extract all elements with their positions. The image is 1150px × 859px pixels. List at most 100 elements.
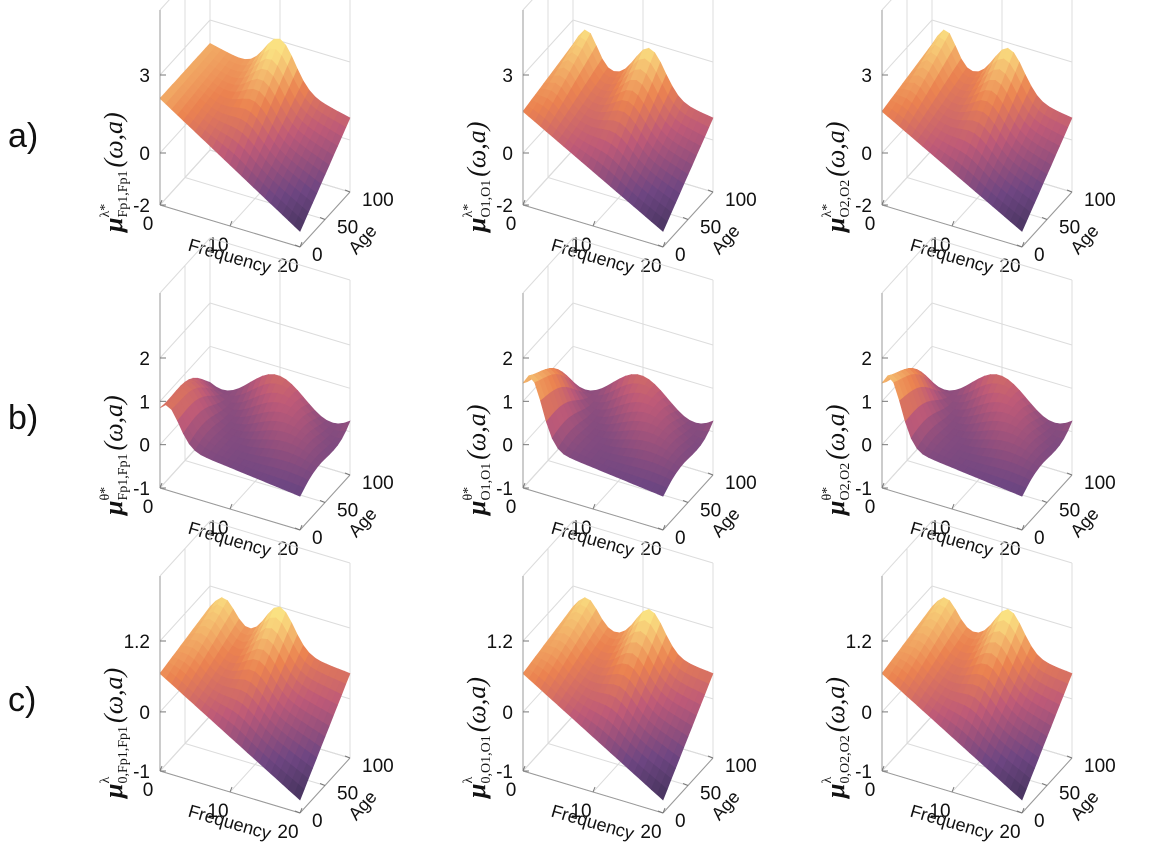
x-axis-label: Frequency [186, 235, 273, 278]
z-tick-label: 0 [861, 436, 872, 457]
grid-line [906, 460, 1048, 503]
z-label-symbol: μ [99, 501, 128, 517]
grid-line [881, 585, 933, 642]
box-edge [159, 0, 170, 11]
x-tick-label: 0 [865, 780, 876, 801]
x-tick-label: 10 [207, 235, 228, 256]
z-axis-label: μλ 0,O2,O2 (ω,a) [820, 677, 853, 800]
surface-patch [1015, 216, 1027, 232]
x-tick [299, 241, 303, 248]
z-label-sub: 0,O2,O2 [838, 735, 853, 783]
z-tick-label: 0 [502, 144, 513, 165]
y-tick-label: 100 [1084, 756, 1116, 777]
x-tick [229, 786, 233, 793]
x-tick-label: 20 [999, 822, 1020, 843]
grid-line [184, 460, 326, 503]
z-tick-label: -2 [855, 196, 872, 217]
y-tick [1066, 189, 1073, 193]
x-axis-label: Frequency [549, 518, 636, 561]
z-label-symbol: μ [462, 501, 491, 517]
surface-patch [656, 485, 668, 497]
z-tick-label: 2 [139, 349, 150, 370]
x-tick-label: 20 [277, 822, 298, 843]
y-tick-label: 0 [1034, 245, 1045, 266]
x-tick-label: 0 [865, 214, 876, 235]
x-tick [1021, 524, 1025, 531]
grid-line [522, 149, 574, 206]
y-tick-label: 100 [362, 756, 394, 777]
z-tick-label: 2 [861, 349, 872, 370]
x-tick [159, 765, 163, 772]
z-tick-label: 3 [502, 66, 513, 87]
y-tick [1016, 244, 1023, 248]
z-axis-label: μθ* Fp1,Fp1 (ω,a) [98, 395, 131, 517]
grid-line [881, 715, 933, 772]
grid-line [522, 19, 574, 76]
z-label-args: (ω,a) [821, 405, 850, 460]
x-tick [522, 765, 526, 772]
grid-line [881, 149, 933, 206]
y-tick [1041, 217, 1048, 220]
y-tick-label: 50 [337, 501, 358, 522]
x-tick [1021, 807, 1025, 814]
y-tick [294, 810, 301, 814]
z-label-symbol: μ [99, 218, 128, 234]
x-tick [592, 503, 596, 510]
surface-patch [293, 485, 305, 497]
surface-patch [1015, 485, 1027, 497]
z-axis-label: μλ* O1,O1 (ω,a) [461, 122, 494, 234]
x-tick [299, 524, 303, 531]
z-label-symbol: μ [821, 501, 850, 517]
z-label-sup: λ [98, 777, 113, 784]
z-label-symbol: μ [462, 784, 491, 800]
z-tick-label: -1 [855, 479, 872, 500]
z-label-sup: λ* [98, 204, 113, 218]
x-tick-label: 10 [207, 518, 228, 539]
z-tick-label: 1 [139, 392, 150, 413]
x-tick-label: 10 [207, 801, 228, 822]
surface-patch [293, 783, 305, 801]
x-tick [299, 807, 303, 814]
z-label-args: (ω,a) [462, 405, 491, 460]
z-axis-label: μλ 0,O1,O1 (ω,a) [461, 677, 494, 800]
x-tick [662, 241, 666, 248]
surface-patch [656, 783, 668, 801]
x-tick [229, 503, 233, 510]
x-tick-label: 10 [570, 801, 591, 822]
x-axis-label: Frequency [186, 801, 273, 844]
z-tick-label: 1.2 [124, 632, 150, 653]
y-tick-label: 0 [312, 811, 323, 832]
x-axis-label: Frequency [549, 801, 636, 844]
z-tick-label: 0 [139, 436, 150, 457]
x-tick [522, 199, 526, 206]
z-label-args: (ω,a) [462, 677, 491, 732]
z-axis-label: μθ* O2,O2 (ω,a) [820, 405, 853, 517]
x-axis-label: Frequency [908, 518, 995, 561]
y-tick-label: 50 [337, 218, 358, 239]
z-label-args: (ω,a) [821, 677, 850, 732]
x-tick [951, 503, 955, 510]
x-tick-label: 20 [999, 539, 1020, 560]
y-tick [707, 755, 714, 759]
x-axis-label: Frequency [186, 518, 273, 561]
y-tick-label: 50 [1059, 218, 1080, 239]
z-label-symbol: μ [821, 218, 850, 234]
z-axis-label: μλ* O2,O2 (ω,a) [820, 122, 853, 234]
y-tick [344, 472, 351, 476]
z-label-symbol: μ [99, 784, 128, 800]
z-label-sub: O2,O2 [838, 180, 853, 218]
y-tick [682, 500, 689, 503]
grid-line [522, 302, 574, 359]
y-tick-label: 0 [312, 528, 323, 549]
grid-line [159, 19, 211, 76]
grid-line [159, 585, 211, 642]
z-tick-label: -1 [496, 762, 513, 783]
z-label-args: (ω,a) [821, 122, 850, 177]
y-tick [1041, 500, 1048, 503]
z-tick-label: 0 [502, 436, 513, 457]
